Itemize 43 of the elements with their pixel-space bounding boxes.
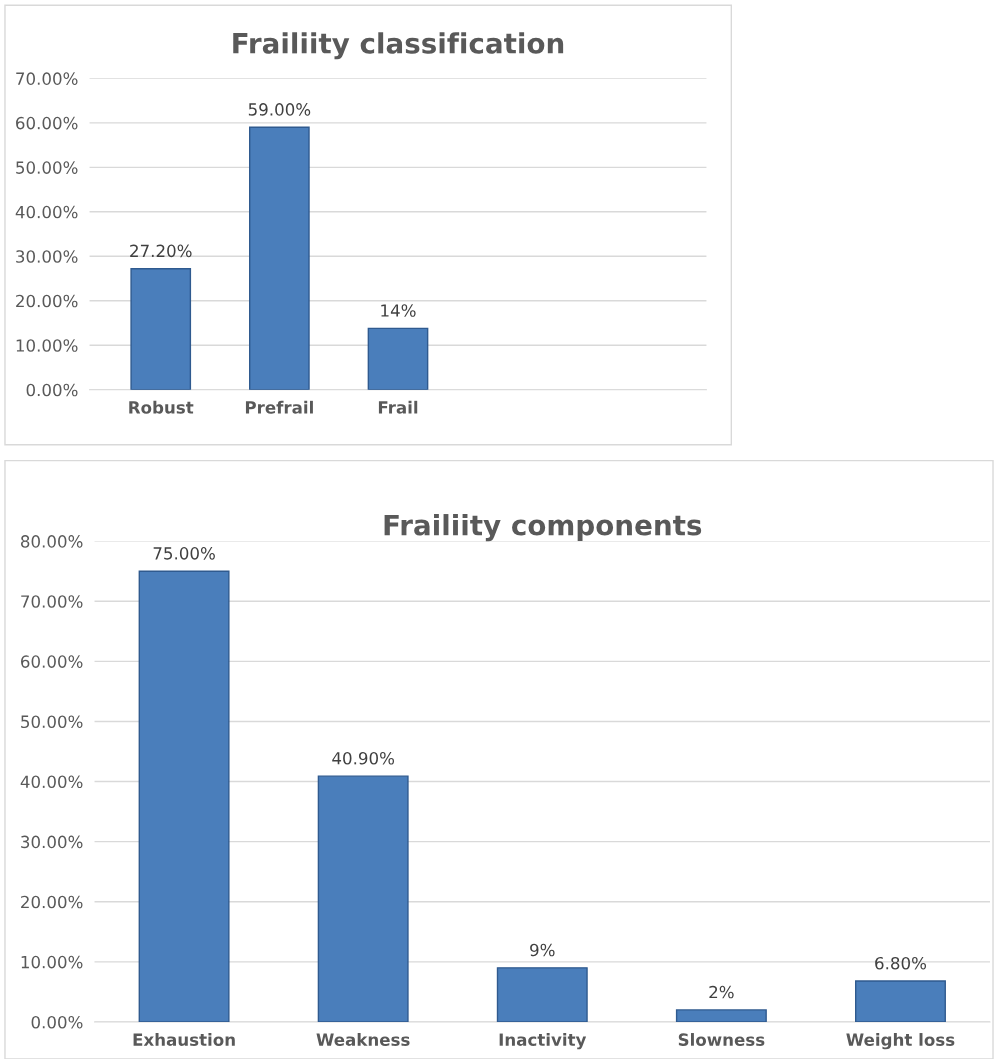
data-label: 2% — [709, 985, 734, 999]
bar — [317, 775, 409, 1022]
y-tick-label: 60.00% — [21, 655, 83, 668]
data-label: 9% — [530, 943, 555, 957]
bar — [138, 570, 230, 1022]
chart-title: Frailiity components — [384, 514, 702, 542]
y-tick-label: 0.00% — [31, 1015, 83, 1029]
bar — [367, 327, 429, 390]
y-tick-label: 20.00% — [21, 895, 83, 909]
data-label: 6.80% — [875, 956, 927, 970]
bar — [249, 126, 310, 390]
x-tick-label: Weakness — [316, 1033, 410, 1046]
y-tick-label: 80.00% — [20, 535, 83, 548]
y-tick-label: 50.00% — [21, 715, 83, 729]
bar — [130, 268, 192, 390]
bar — [675, 1009, 767, 1022]
x-tick-label: Weight loss — [846, 1033, 955, 1050]
y-tick-label: 40.00% — [20, 775, 83, 789]
bar — [855, 980, 946, 1022]
y-tick-label: 10.00% — [16, 339, 78, 352]
data-label: 75.00% — [153, 547, 215, 560]
y-tick-label: 20.00% — [16, 294, 78, 308]
x-tick-label: Exhaustion — [133, 1033, 235, 1046]
x-tick-label: Slowness — [678, 1033, 765, 1046]
data-label: 59.00% — [248, 103, 311, 116]
y-tick-label: 30.00% — [21, 835, 83, 849]
y-tick-label: 50.00% — [16, 161, 78, 174]
y-tick-label: 70.00% — [21, 595, 83, 608]
chart-title: Frailiity classification — [233, 32, 564, 60]
x-tick-label: Robust — [129, 400, 194, 414]
data-label: 14% — [381, 304, 416, 317]
x-tick-label: Prefrail — [245, 400, 313, 414]
y-tick-label: 60.00% — [16, 116, 78, 130]
y-tick-label: 10.00% — [21, 955, 83, 969]
data-label: 27.20% — [130, 244, 192, 258]
data-label: 40.90% — [332, 751, 395, 765]
x-tick-label: Inactivity — [499, 1033, 587, 1050]
y-tick-label: 40.00% — [15, 205, 78, 219]
y-tick-label: 30.00% — [16, 250, 78, 263]
x-tick-label: Frail — [378, 400, 418, 414]
y-tick-label: 70.00% — [16, 72, 78, 85]
bar — [496, 967, 588, 1022]
y-tick-label: 0.00% — [26, 383, 78, 397]
